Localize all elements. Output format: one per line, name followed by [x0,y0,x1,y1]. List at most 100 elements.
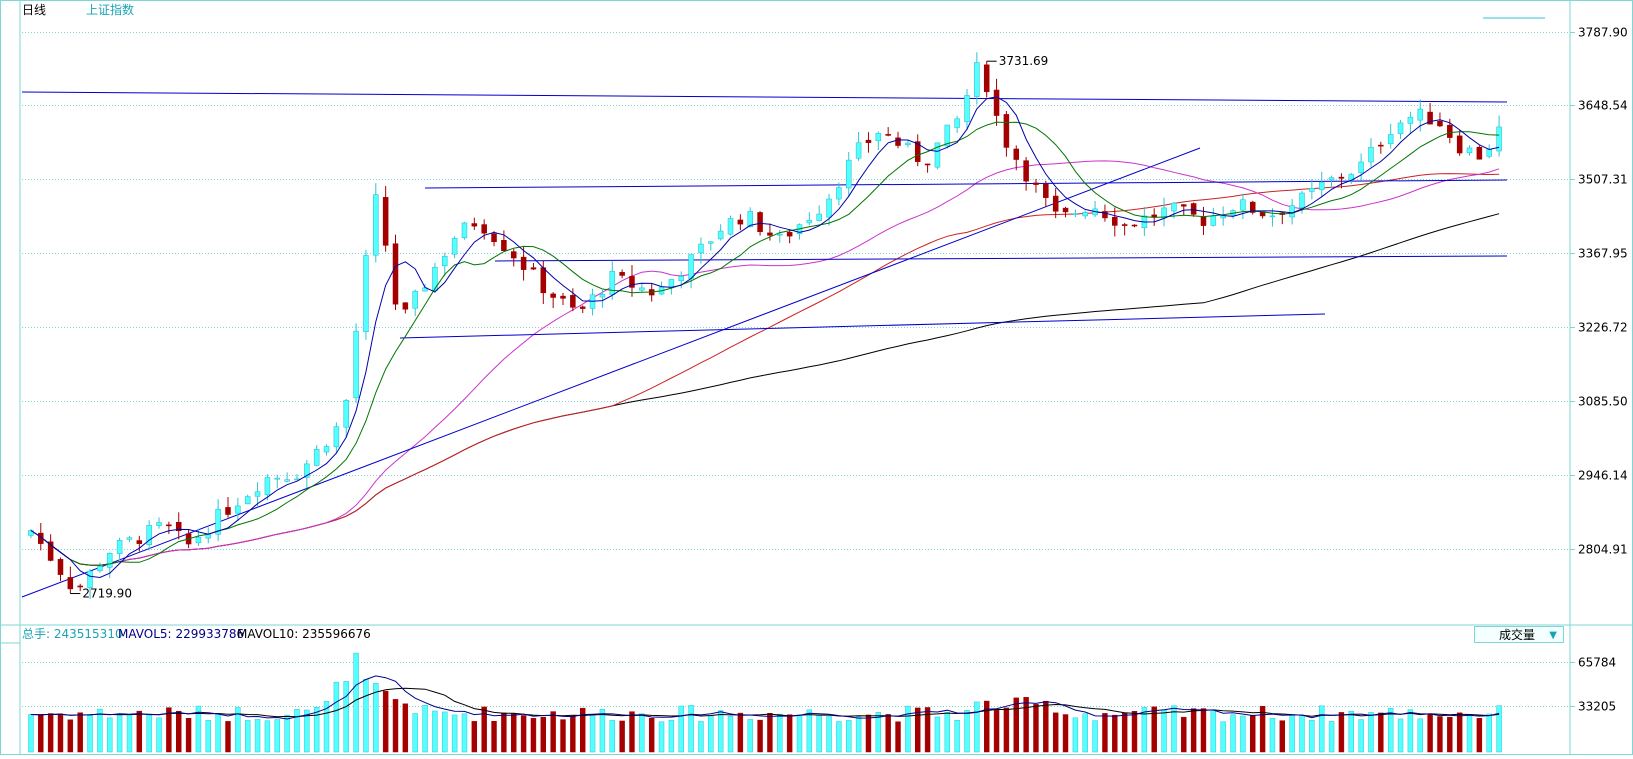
volume-bar [580,707,586,753]
volume-bar [343,681,349,753]
candle [727,218,734,235]
candle [510,251,517,259]
volume-bar [796,714,803,753]
candle [491,233,497,243]
volume-bar [1269,717,1276,753]
volume-bar [166,707,172,753]
price-tick-label: 3367.95 [1578,247,1628,261]
volume-bar [993,709,1000,753]
volume-bar [619,720,625,753]
volume-bar [1171,705,1177,753]
volume-bar [146,714,152,753]
candle [885,134,891,136]
candle [737,219,744,225]
trend-line [494,255,1508,262]
volume-bar [1131,711,1138,753]
volume-bar [974,701,980,753]
mavol10-value: 235596676 [302,627,371,641]
volume-bar [136,710,143,753]
volume-bar [1486,713,1492,753]
candle [77,585,83,588]
candle [136,540,143,544]
candle [757,212,763,233]
candle [1190,203,1197,215]
candle [195,536,202,544]
candle [106,553,113,568]
volume-bar [87,714,93,753]
candle [1052,195,1059,212]
volume-bar [1289,714,1295,753]
candle [166,524,172,527]
candle [836,187,842,200]
candle [1437,120,1443,127]
period-label[interactable]: 日线 [22,3,47,17]
volume-bar [1319,705,1325,753]
indicator-selector[interactable]: 成交量 ▼ [1474,626,1564,643]
volume-bar [1407,709,1414,753]
volume-bar [786,714,793,753]
volume-bar [915,707,921,753]
candle [97,566,103,572]
volume-bar [373,683,379,753]
volume-bar [1338,712,1345,753]
volume-bar [274,719,280,753]
price-tick-label: 3648.54 [1578,99,1628,113]
volume-bar [1299,714,1305,753]
volume-bar [944,712,950,753]
ma10-line [30,96,1500,579]
volume-bar [304,709,310,753]
volume-bar [333,681,340,753]
volume-bar [1240,715,1246,753]
volume-bar [1348,710,1354,753]
volume-bar [422,705,428,753]
candle [116,540,123,554]
mavol5-prefix: MAVOL5: [118,627,172,641]
candle [1269,215,1276,218]
candle [1171,202,1177,212]
total-volume-value: 243515310 [53,627,123,641]
volume-bar [589,715,596,753]
candle [1121,224,1128,226]
volume-bar [38,714,44,753]
volume-bar [717,710,724,753]
candle [1249,201,1256,213]
volume-bar [97,708,103,753]
candle [678,276,685,281]
candle [1299,192,1305,208]
volume-bar [1447,716,1453,753]
triangle-down-icon[interactable]: ▼ [1549,630,1557,641]
candle [579,306,586,309]
volume-bar [432,710,438,753]
volume-bar [1466,715,1473,753]
candle [1112,216,1118,226]
volume-bar [1210,709,1217,753]
volume-bar [1013,697,1019,753]
candle [1318,182,1325,191]
volume-bar [1250,714,1256,753]
candle [668,279,675,288]
low-annotation: 2719.90 [82,587,132,601]
candle [905,142,911,146]
candle [442,255,448,267]
volume-bar [1033,704,1039,753]
candle [1003,114,1010,148]
volume-bar [1062,714,1069,753]
candle [983,64,990,93]
price-tick-label: 3507.31 [1578,173,1628,187]
volume-bar [875,712,882,753]
volume-bar [688,705,694,753]
candle [1387,134,1394,145]
candle [599,293,606,298]
volume-bar [609,720,615,753]
volume-bar [363,679,369,753]
volume-bar [107,717,113,753]
volume-bar [846,720,852,753]
candle [688,254,694,279]
volume-bar [1496,705,1502,753]
volume-bar [1417,718,1423,753]
volume-bar [1476,718,1483,753]
volume-bar [1397,718,1404,753]
